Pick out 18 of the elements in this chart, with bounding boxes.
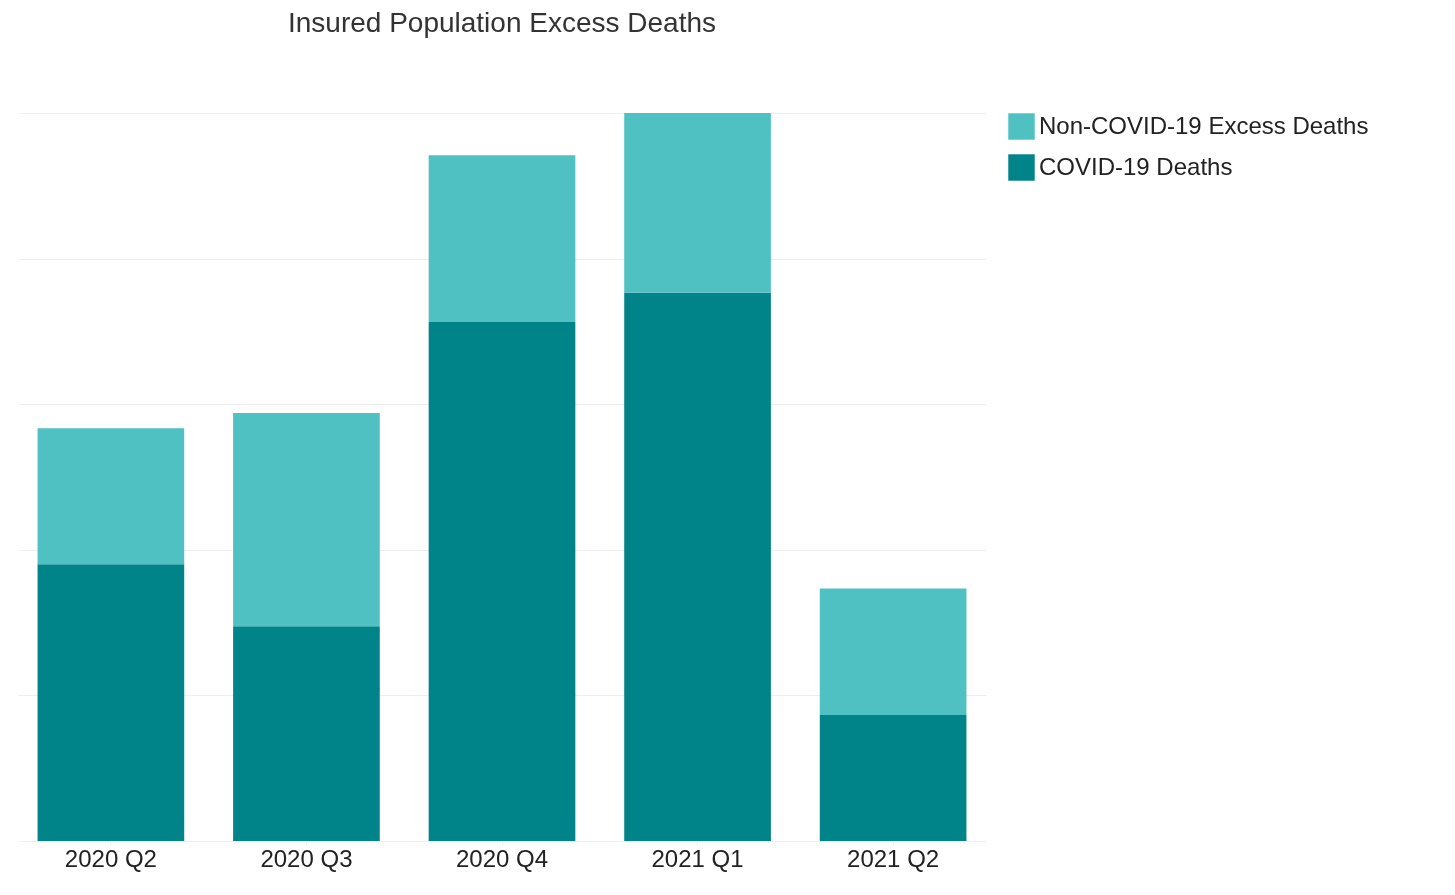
bar <box>428 321 576 841</box>
x-tick-label: 2021 Q2 <box>847 844 940 872</box>
bar <box>37 564 185 841</box>
bar <box>233 626 380 841</box>
bar <box>428 155 576 322</box>
bar <box>624 292 771 841</box>
x-tick-label: 2020 Q2 <box>64 844 157 872</box>
bar <box>819 588 967 716</box>
x-tick-label: 2020 Q4 <box>455 844 549 872</box>
legend-label: Non-COVID-19 Excess Deaths <box>1039 111 1369 139</box>
chart-title: Insured Population Excess Deaths <box>287 7 717 38</box>
bar <box>37 428 185 565</box>
bar <box>233 412 380 627</box>
bar <box>819 715 967 841</box>
bar <box>624 113 771 293</box>
x-tick-label: 2020 Q3 <box>260 844 353 872</box>
x-tick-label: 2021 Q1 <box>651 844 744 872</box>
legend-label: COVID-19 Deaths <box>1039 152 1233 180</box>
